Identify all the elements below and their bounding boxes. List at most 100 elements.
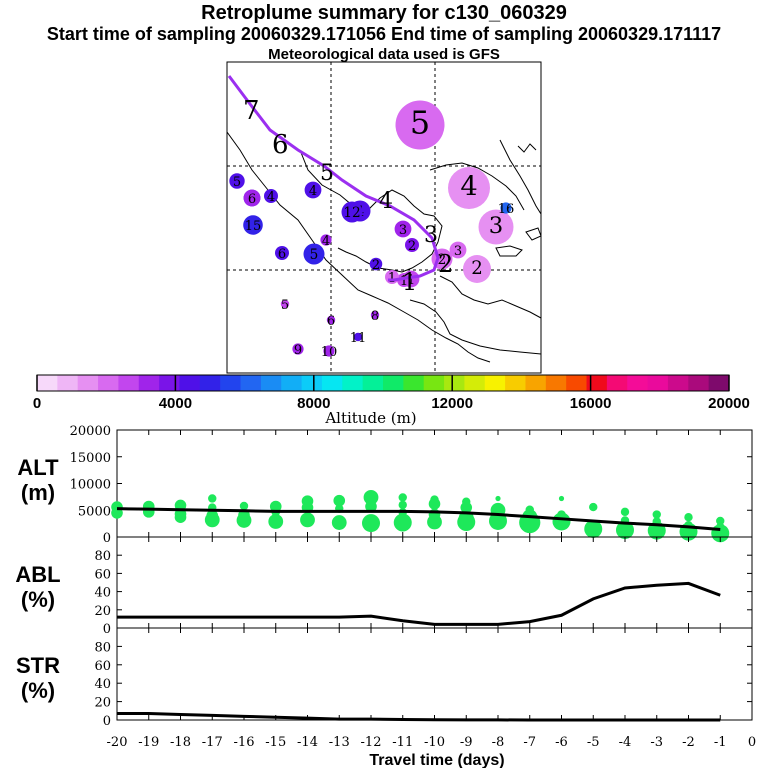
- altitude-scatter-point: [684, 513, 693, 522]
- altitude-median-line: [116, 507, 721, 532]
- plume-point: [304, 181, 322, 199]
- plume-point: [463, 255, 491, 283]
- y-axis-unit: (%): [21, 678, 55, 703]
- y-axis-label: STR: [16, 653, 60, 678]
- altitude-scatter-point: [331, 515, 347, 530]
- y-tick-label: 40: [94, 586, 111, 601]
- x-tick-label: -10: [424, 735, 445, 750]
- traj-day-label: 1: [402, 268, 417, 296]
- plume-point: [303, 243, 325, 265]
- y-tick-label: 80: [94, 640, 111, 655]
- colorbar-swatch: [301, 375, 323, 391]
- altitude-scatter-point: [333, 494, 346, 507]
- abl-line: [117, 581, 721, 626]
- altitude-scatter-point: [716, 516, 725, 526]
- plume-point: [264, 189, 278, 203]
- x-tick-label: -5: [587, 735, 600, 750]
- x-tick-label: -19: [138, 735, 159, 750]
- colorbar-swatch: [240, 375, 262, 391]
- y-tick-label: 20: [94, 604, 111, 619]
- traj-day-label: 5: [320, 161, 334, 186]
- colorbar-swatch: [159, 375, 180, 391]
- altitude-scatter-point: [236, 513, 252, 528]
- y-tick-label: 20000: [70, 424, 111, 439]
- x-tick-label: -9: [460, 735, 473, 750]
- y-tick-label: 0: [103, 622, 111, 637]
- altitude-scatter-point: [620, 507, 630, 517]
- plume-point: [448, 167, 490, 209]
- colorbar-swatch: [525, 375, 547, 391]
- colorbar-swatch: [342, 375, 364, 391]
- plume-point-label: 2: [438, 252, 447, 268]
- plume-point: [353, 332, 363, 342]
- colorbar-swatch: [199, 375, 221, 391]
- colorbar-swatch: [118, 375, 140, 391]
- chart-title: Retroplume summary for c130_060329: [201, 2, 567, 24]
- y-axis-label: ABL: [15, 562, 60, 587]
- y-tick-label: 10000: [70, 478, 111, 493]
- y-axis-unit: (%): [21, 587, 55, 612]
- altitude-colorbar: 0 4000 8000 12000 16000 20000 Altitude (m): [33, 374, 750, 427]
- y-tick-label: 20: [94, 696, 111, 711]
- altitude-scatter-point: [584, 519, 603, 538]
- plume-point-label: 6: [327, 314, 335, 329]
- plume-point: [369, 257, 383, 271]
- x-tick-label: -6: [555, 735, 568, 750]
- colorbar-swatch: [57, 375, 79, 391]
- colorbar-swatch: [403, 375, 425, 391]
- colorbar-swatch: [627, 375, 649, 391]
- plume-point-label: 11: [350, 331, 367, 346]
- colorbar-swatch: [138, 375, 160, 391]
- plume-point-label: 4: [309, 184, 317, 199]
- panel-frame: [116, 627, 753, 721]
- str-line: [117, 712, 721, 722]
- plume-point-label: 5: [410, 104, 430, 142]
- x-tick-label: -13: [329, 735, 350, 750]
- altitude-scatter-point: [616, 521, 634, 540]
- plume-point: [405, 238, 419, 252]
- altitude-scatter-point: [393, 513, 412, 532]
- colorbar-swatch: [586, 375, 608, 391]
- traj-day-label: 6: [272, 130, 289, 160]
- altitude-scatter-point: [489, 511, 507, 530]
- x-tick-label: -2: [682, 735, 695, 750]
- colorbar-swatch: [606, 375, 628, 391]
- colorbar-tick-label: 8000: [297, 395, 330, 412]
- traj-day-label: 4: [379, 189, 393, 214]
- altitude-scatter-point: [428, 498, 441, 510]
- altitude-scatter-point: [208, 494, 217, 503]
- altitude-scatter-point: [362, 514, 380, 533]
- colorbar-swatch: [688, 375, 710, 391]
- colorbar-swatch: [667, 375, 689, 391]
- y-tick-label: 0: [103, 531, 111, 546]
- traj-day-label: 3: [424, 223, 438, 248]
- altitude-scatter-point: [300, 512, 315, 528]
- plume-point: [243, 215, 263, 235]
- altitude-scatter-point: [239, 501, 249, 511]
- plume-point: [292, 343, 304, 355]
- plume-point-label: 9: [294, 343, 302, 358]
- colorbar-tick-label: 4000: [159, 395, 192, 412]
- plume-point-label: 5: [310, 247, 319, 263]
- plume-point-label: 12: [343, 205, 360, 221]
- y-tick-label: 60: [94, 659, 111, 674]
- y-tick-label: 0: [103, 714, 111, 729]
- colorbar-swatch: [260, 375, 282, 391]
- plume-point-label: 3: [399, 223, 407, 238]
- plume-point: [229, 173, 245, 189]
- altitude-scatter-point: [268, 514, 284, 529]
- altitude-scatter-point: [558, 495, 565, 502]
- plume-point-label: 4: [267, 190, 275, 205]
- colorbar-swatch: [362, 375, 384, 391]
- altitude-scatter-point: [427, 514, 442, 530]
- alt-panel: 0 5000 10000 15000 20000 ALT(m): [17, 424, 753, 546]
- plume-point-label: 1: [400, 274, 408, 289]
- colorbar-swatch: [281, 375, 303, 391]
- x-tick-label: -3: [650, 735, 663, 750]
- altitude-scatter-point: [589, 502, 598, 512]
- colorbar-tick-label: 0: [33, 395, 41, 412]
- colorbar-swatch: [383, 375, 404, 391]
- plume-point-label: 15: [245, 219, 262, 234]
- coastline-east: [499, 139, 541, 215]
- y-tick-label: 40: [94, 677, 111, 692]
